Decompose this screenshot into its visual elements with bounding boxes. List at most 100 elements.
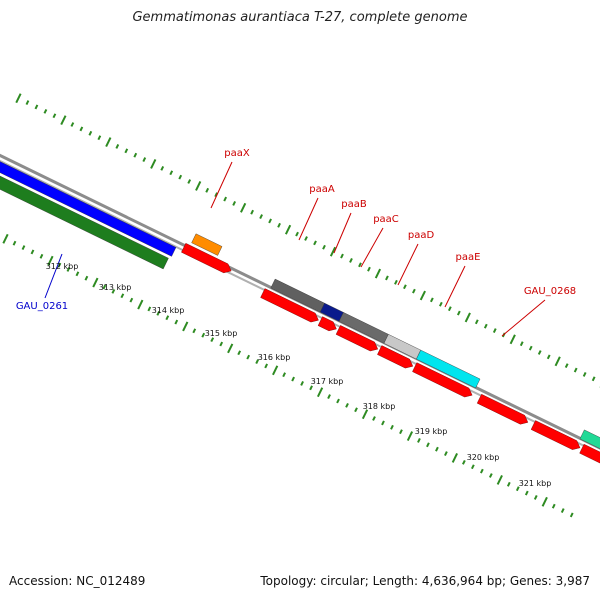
outer-tick [79, 126, 84, 132]
gene-gau-0268 [579, 429, 600, 449]
inner-tick [156, 310, 161, 316]
scale-label: 321 kbp [519, 479, 552, 488]
inner-tick [102, 284, 107, 290]
outer-tick [358, 262, 362, 268]
outer-tick [419, 290, 426, 301]
outer-tick [304, 236, 308, 241]
inner-tick [147, 306, 152, 312]
inner-tick [336, 398, 340, 404]
outer-tick [250, 209, 254, 215]
cds-arrow [530, 420, 581, 450]
leader-line [44, 253, 63, 299]
inner-tick [471, 464, 475, 470]
outer-tick [403, 284, 407, 290]
inner-tick [75, 271, 80, 277]
inner-tick [66, 267, 71, 272]
scale-label: 315 kbp [205, 329, 238, 338]
inner-tick [84, 275, 89, 281]
gene-label-paaa: paaA [309, 184, 335, 195]
scale-label: 316 kbp [258, 353, 291, 362]
inner-tick [21, 245, 26, 250]
inner-tick [515, 486, 520, 492]
outer-tick [474, 319, 479, 325]
inner-tick [192, 328, 197, 334]
outer-tick [142, 157, 147, 163]
inner-tick [451, 453, 458, 463]
accession-label: Accession: NC_012489 [9, 574, 146, 588]
outer-tick [483, 323, 488, 329]
genome-summary: Topology: circular; Length: 4,636,964 bp… [260, 574, 590, 588]
outer-tick [322, 244, 326, 250]
cds-arrow [317, 316, 337, 332]
leader-line [210, 161, 233, 209]
inner-tick [227, 343, 234, 354]
gene-paae [416, 349, 481, 389]
inner-tick [345, 402, 349, 408]
outer-tick [105, 137, 112, 147]
inner-tick [137, 299, 144, 310]
cds-arrow [412, 362, 473, 398]
inner-tick [361, 409, 369, 420]
outer-tick [394, 279, 398, 285]
gene-label-paab: paaB [341, 199, 367, 210]
cds-arrow [579, 443, 600, 464]
inner-tick [390, 424, 394, 430]
outer-tick [284, 224, 292, 235]
outer-tick [15, 93, 22, 104]
outer-tick [52, 113, 57, 119]
inner-tick [560, 508, 565, 514]
outer-tick [295, 231, 299, 237]
inner-tick [435, 446, 439, 452]
inner-tick [496, 474, 503, 485]
inner-tick [316, 387, 324, 398]
inner-tick [524, 490, 529, 496]
outer-tick [430, 297, 434, 303]
inner-tick [291, 376, 295, 382]
outer-tick [232, 201, 237, 206]
inner-tick [210, 337, 215, 343]
outer-tick [259, 214, 263, 219]
outer-tick [133, 152, 138, 158]
outer-tick [268, 218, 272, 224]
outer-tick [43, 108, 48, 114]
gene-label-gau_0261: GAU_0261 [16, 301, 68, 312]
inner-tick [399, 429, 403, 435]
outer-tick [60, 115, 67, 126]
outer-tick [115, 144, 120, 149]
outer-tick [554, 356, 561, 367]
scale-label: 317 kbp [311, 377, 344, 386]
inner-tick [300, 381, 304, 386]
gene-label-paax: paaX [224, 148, 250, 159]
outer-tick [25, 100, 30, 106]
outer-tick [438, 301, 443, 307]
label-leader-lines [44, 161, 546, 337]
gene-gau-0261 [0, 161, 177, 257]
outer-tick [160, 165, 165, 171]
cds-arrow [335, 325, 379, 352]
scale-label: 313 kbp [99, 283, 132, 292]
outer-tick [88, 130, 93, 136]
outer-tick [223, 196, 228, 202]
inner-tick [479, 468, 484, 474]
inner-tick [30, 249, 35, 255]
leader-line [501, 299, 546, 337]
outer-tick [205, 187, 210, 193]
map-title: Gemmatimonas aurantiaca T-27, complete g… [132, 10, 468, 25]
outer-tick [591, 376, 596, 382]
backbone-line [0, 153, 600, 450]
inner-tick [255, 359, 260, 364]
leader-line [444, 265, 466, 308]
inner-tick [372, 416, 376, 421]
inner-tick [462, 459, 466, 465]
inner-tick [174, 319, 179, 325]
outer-tick [240, 202, 247, 213]
outer-tick [564, 363, 569, 369]
outer-tick [277, 222, 281, 228]
outer-tick [313, 240, 317, 246]
outer-tick [187, 179, 192, 184]
outer-tick [385, 275, 389, 281]
gene-label-gau_0268: GAU_0268 [524, 286, 576, 297]
inner-tick [246, 354, 251, 360]
outer-tick [456, 310, 461, 316]
outer-tick [546, 354, 551, 360]
